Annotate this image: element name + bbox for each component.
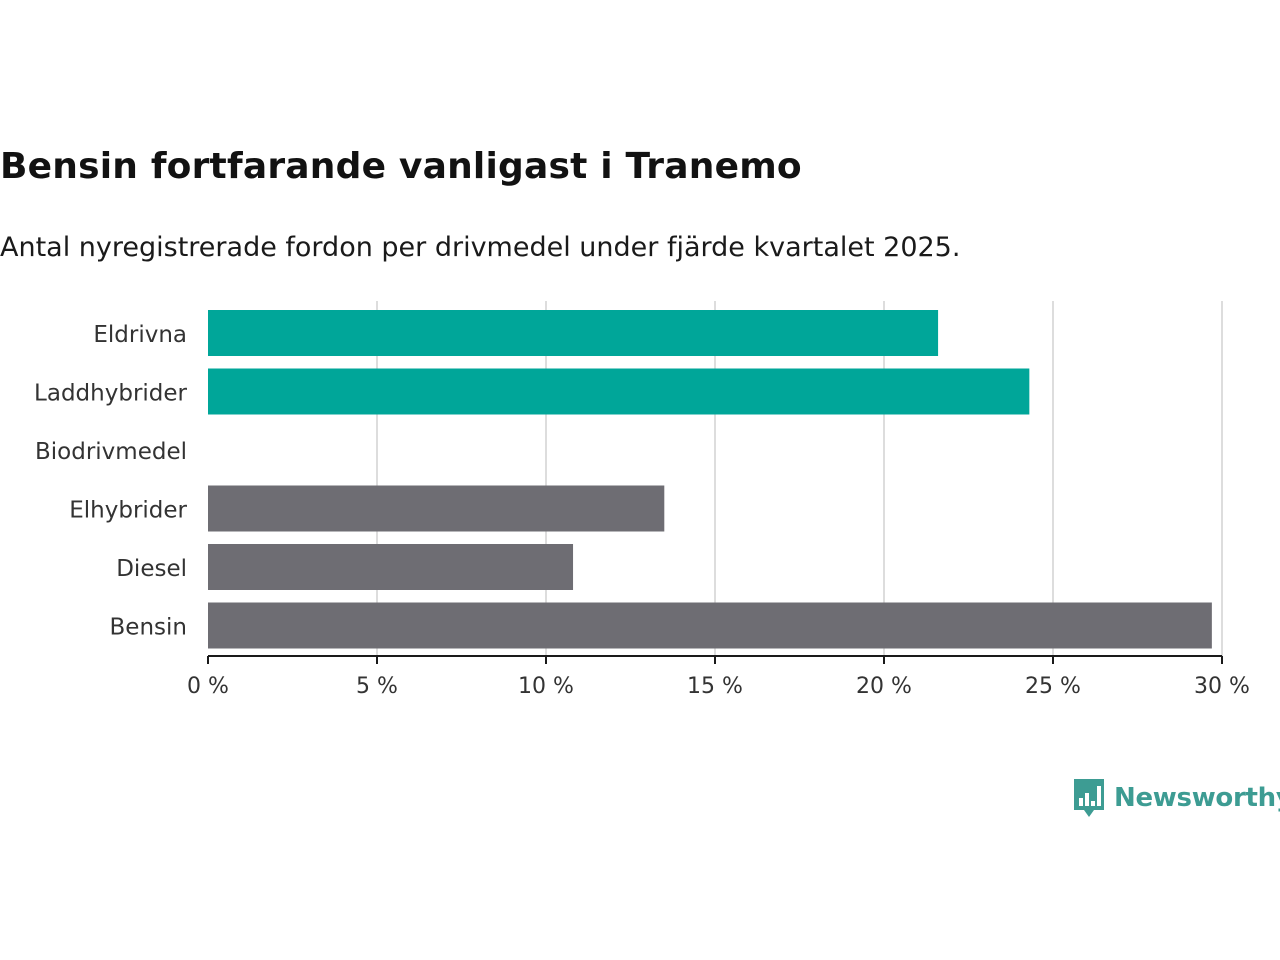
bar-elhybrider: [208, 485, 665, 532]
x-tick-label: 5 %: [356, 674, 398, 699]
newsworthy-logo: Newsworthy: [1072, 776, 1280, 820]
brand-name: Newsworthy: [1114, 783, 1280, 813]
chart-subtitle: Antal nyregistrerade fordon per drivmede…: [0, 232, 961, 263]
x-tick-label: 10 %: [518, 674, 574, 699]
category-label: Bensin: [110, 615, 187, 641]
category-label: Eldrivna: [93, 322, 187, 348]
x-axis: 0 % 5 % 10 % 15 % 20 % 25 % 30 %: [187, 655, 1250, 699]
x-tick-label: 15 %: [687, 674, 743, 699]
x-tick-label: 0 %: [187, 674, 229, 699]
bar-laddhybrider: [208, 368, 1030, 415]
category-label: Diesel: [116, 556, 187, 582]
chart-title: Bensin fortfarande vanligast i Tranemo: [0, 146, 802, 187]
category-label: Laddhybrider: [34, 381, 187, 407]
bars: [208, 310, 1212, 649]
bar-eldrivna: [208, 310, 939, 356]
bar-bensin: [208, 602, 1212, 649]
gridlines: [376, 301, 1223, 656]
x-tick-label: 30 %: [1194, 674, 1250, 699]
category-label: Elhybrider: [69, 498, 187, 524]
x-tick-label: 20 %: [856, 674, 912, 699]
bar-diesel: [208, 544, 574, 590]
x-tick-label: 25 %: [1025, 674, 1081, 699]
bar-chart-speech-bubble-icon: [1074, 779, 1104, 817]
category-labels: Eldrivna Laddhybrider Biodrivmedel Elhybrid…: [34, 322, 187, 641]
category-label: Biodrivmedel: [35, 439, 187, 465]
